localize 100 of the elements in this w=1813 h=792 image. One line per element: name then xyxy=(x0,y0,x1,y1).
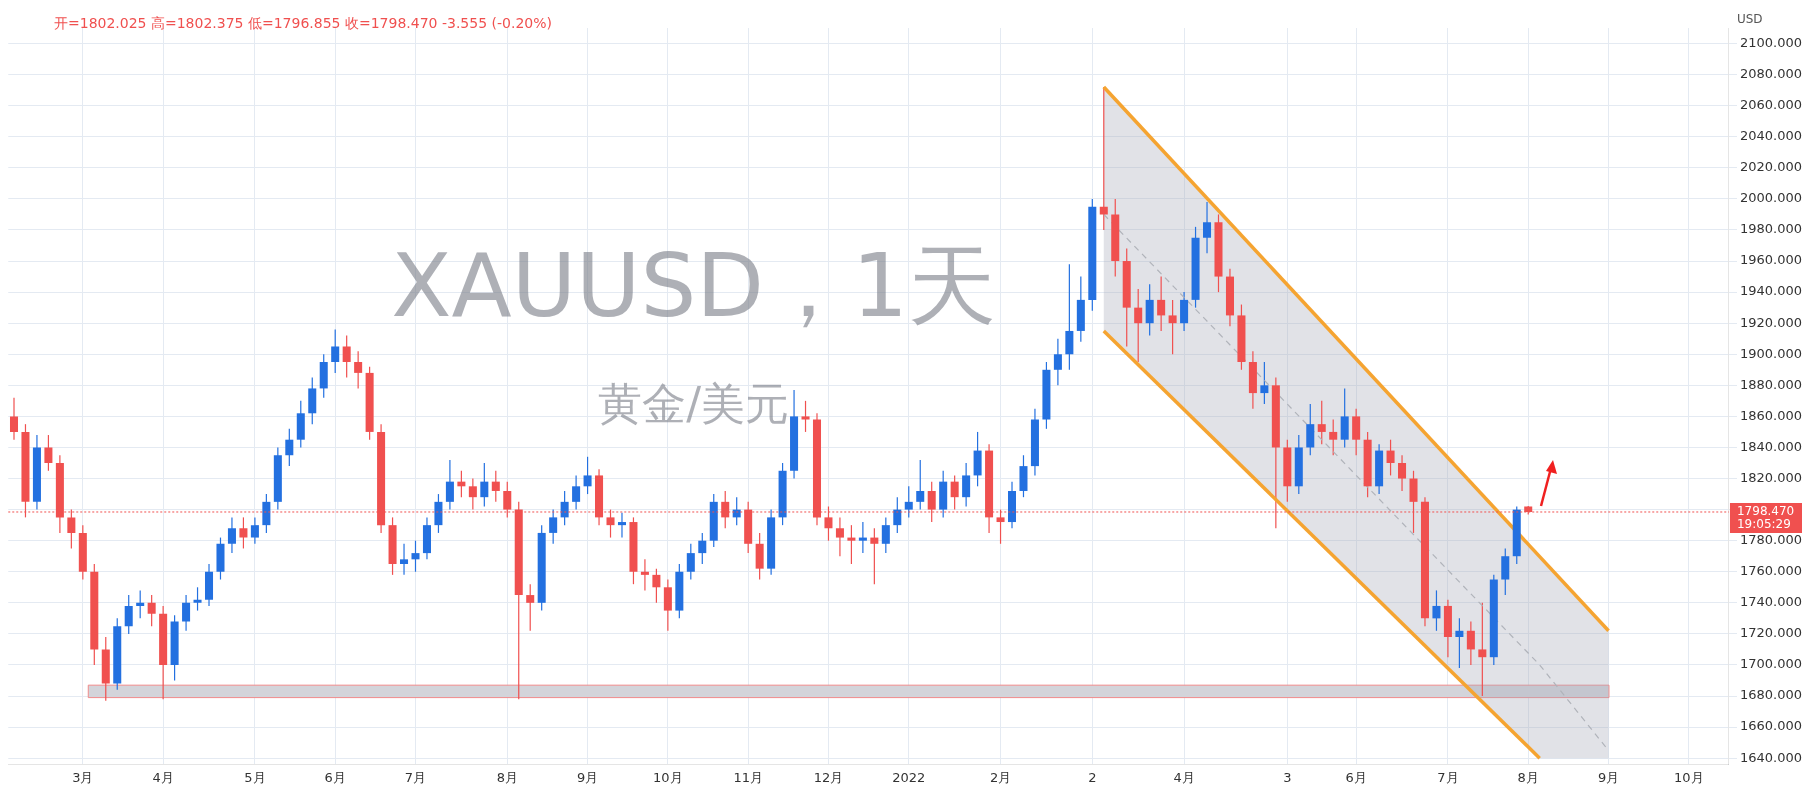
y-tick-label: 1640.000 xyxy=(1739,749,1802,765)
x-tick-label: 2月 xyxy=(989,769,1012,785)
candlestick xyxy=(285,428,294,467)
candlestick xyxy=(182,594,191,632)
candlestick xyxy=(572,474,581,511)
y-tick-label: 1920.000 xyxy=(1739,314,1802,330)
x-tick-label: 12月 xyxy=(813,769,844,785)
y-tick-label: 1860.000 xyxy=(1739,407,1802,423)
x-tick-label: 3 xyxy=(1283,769,1292,785)
candlestick xyxy=(262,493,271,534)
text: 黄金/美元 xyxy=(598,377,790,429)
x-tick-label: 2 xyxy=(1088,769,1097,785)
y-tick-label: 1840.000 xyxy=(1739,438,1802,454)
candlestick xyxy=(9,397,19,441)
candlestick xyxy=(1180,291,1189,332)
x-tick-label: 8月 xyxy=(1517,769,1539,785)
candlestick xyxy=(331,328,340,374)
text: XAUUSD，1天 xyxy=(391,233,997,337)
x-tick-label: 10月 xyxy=(653,769,683,785)
ref-line-label: 1798.470 xyxy=(1736,504,1795,519)
candlestick xyxy=(549,509,558,545)
candlestick xyxy=(1317,400,1326,445)
candlestick xyxy=(491,470,500,503)
y-tick-label: 2060.000 xyxy=(1739,97,1802,113)
x-tick-label: 6月 xyxy=(1345,769,1367,785)
candlestick xyxy=(342,335,351,379)
candlestick xyxy=(1329,418,1338,456)
candlestick xyxy=(1398,454,1407,492)
candlestick xyxy=(1157,275,1166,332)
candlestick xyxy=(1306,403,1315,456)
candlestick xyxy=(1203,201,1212,254)
candlestick xyxy=(44,434,53,472)
candlestick xyxy=(1455,617,1464,669)
candlestick xyxy=(1386,439,1395,477)
y-tick-label: 1720.000 xyxy=(1739,625,1802,641)
candlestick xyxy=(617,512,626,539)
candlestick xyxy=(250,516,259,545)
x-tick-label: 9月 xyxy=(576,769,599,785)
candlestick xyxy=(870,527,879,585)
candlestick xyxy=(400,543,409,576)
candlestick xyxy=(962,462,971,508)
candlestick xyxy=(193,586,202,612)
candlestick xyxy=(835,516,844,557)
candlestick xyxy=(950,474,959,511)
candlestick xyxy=(1053,338,1062,386)
candlestick xyxy=(1478,602,1487,697)
candlestick xyxy=(1352,408,1361,456)
x-tick-label: 8月 xyxy=(496,769,518,785)
candlestick xyxy=(698,532,707,565)
y-tick-label: 1680.000 xyxy=(1739,687,1802,703)
candlestick xyxy=(801,400,810,433)
candlestick xyxy=(526,583,535,632)
candlestick xyxy=(227,516,236,554)
x-tick-label: 11月 xyxy=(733,769,763,785)
y-tick-label: 1660.000 xyxy=(1739,718,1802,734)
candlestick xyxy=(136,589,145,619)
candlestick xyxy=(640,558,649,591)
candlestick xyxy=(1432,589,1441,632)
candlestick xyxy=(1065,263,1074,371)
candlestick xyxy=(583,456,592,495)
y-tick-label: 1740.000 xyxy=(1739,594,1802,610)
candlestick xyxy=(239,516,248,550)
y-tick-label: 2040.000 xyxy=(1739,128,1802,144)
candlestick xyxy=(663,578,672,632)
y-tick-label: 1760.000 xyxy=(1739,563,1802,579)
candlestick xyxy=(847,524,856,565)
candlestick xyxy=(1501,547,1510,596)
candlestick xyxy=(411,540,420,573)
candlestick xyxy=(893,496,902,534)
candlestick xyxy=(1145,283,1154,337)
annotation: 开=1802.025 高=1802.375 低=1796.855 收=1798.470 -3.555 (-0.20%) xyxy=(54,14,552,31)
candlestick xyxy=(1340,387,1349,449)
text: 19:05:29 xyxy=(1736,517,1791,532)
y-tick-label: 1820.000 xyxy=(1739,469,1802,485)
x-tick-label: 10月 xyxy=(1674,769,1704,785)
x-tick-label: 9月 xyxy=(1597,769,1620,785)
candlestick xyxy=(147,594,156,627)
candlestick xyxy=(354,350,363,390)
y-tick-label: 1900.000 xyxy=(1739,345,1802,361)
y-tick-label: 1960.000 xyxy=(1739,252,1802,268)
y-tick-label: 1940.000 xyxy=(1739,283,1802,299)
x-tick-label: 4月 xyxy=(152,769,174,785)
y-tick-label: 1980.000 xyxy=(1739,221,1802,237)
candlestick xyxy=(858,521,867,554)
x-tick-label: 7月 xyxy=(404,769,427,785)
candlestick xyxy=(445,459,454,511)
y-tick-label: 1700.000 xyxy=(1739,656,1802,672)
y-tick-label: 2000.000 xyxy=(1739,190,1802,206)
candlestick xyxy=(1168,299,1177,355)
y-tick-label: 2100.000 xyxy=(1739,34,1802,50)
x-tick-label: 5月 xyxy=(244,769,266,785)
y-tick-label: 2080.000 xyxy=(1739,65,1802,81)
candlestick xyxy=(904,485,913,518)
y-tick-label: 1880.000 xyxy=(1739,376,1802,392)
candlestick xyxy=(881,516,890,554)
candlestick xyxy=(480,462,489,508)
candlestick xyxy=(1466,620,1475,666)
candlestick xyxy=(916,459,925,511)
x-tick-label: 3月 xyxy=(72,769,94,785)
x-tick-label: 4月 xyxy=(1173,769,1195,785)
